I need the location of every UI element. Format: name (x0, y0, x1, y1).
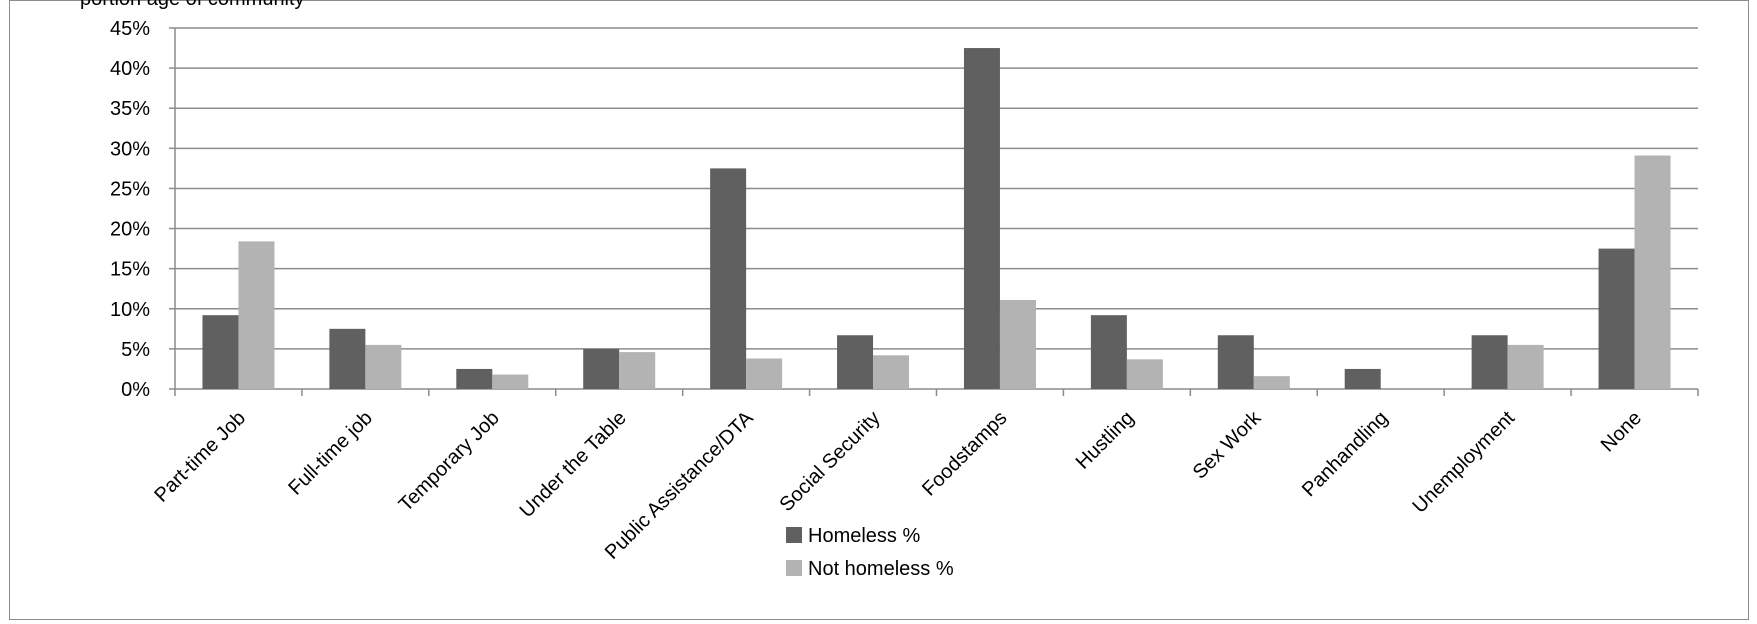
bar-not-homeless (1253, 376, 1290, 389)
bar-not-homeless (619, 352, 656, 389)
x-category-label: Social Security (775, 407, 884, 516)
x-category-label: Panhandling (1298, 407, 1392, 501)
y-tick-label: 10% (110, 299, 150, 321)
bar-not-homeless (365, 344, 402, 389)
bar-homeless (456, 368, 493, 389)
bar-not-homeless (238, 241, 275, 389)
bar-homeless (1217, 335, 1254, 389)
legend-swatch (786, 527, 802, 543)
x-category-label: None (1597, 407, 1646, 456)
y-tick-label: 15% (110, 259, 150, 281)
bar-homeless (710, 168, 747, 389)
bar-homeless (1344, 368, 1381, 389)
x-category-label: Public Assistance/DTA (601, 407, 758, 564)
y-tick-label: 5% (121, 339, 150, 361)
bar-homeless (837, 335, 874, 389)
bar-homeless (1471, 335, 1508, 389)
chart-frame (9, 0, 1749, 620)
bar-not-homeless (492, 374, 529, 389)
y-tick-label: 20% (110, 219, 150, 241)
legend-label: Homeless % (808, 525, 920, 547)
bar-homeless (202, 315, 239, 389)
bar-homeless (329, 328, 366, 389)
bar-not-homeless (1634, 155, 1671, 389)
y-tick-label: 25% (110, 178, 150, 200)
x-category-label: Sex Work (1189, 406, 1266, 483)
bar-not-homeless (999, 299, 1036, 389)
y-tick-label: 45% (110, 18, 150, 40)
chart-title-fragment: portion age of community (80, 0, 305, 11)
x-category-label: Unemployment (1408, 407, 1519, 518)
bar-homeless (1598, 248, 1635, 389)
y-tick-label: 40% (110, 58, 150, 80)
bar-homeless (1090, 315, 1127, 389)
x-category-label: Hustling (1072, 407, 1139, 474)
x-category-label: Under the Table (516, 407, 631, 522)
bar-homeless (583, 348, 620, 389)
bar-not-homeless (873, 355, 910, 389)
bar-not-homeless (1126, 359, 1163, 389)
y-tick-label: 0% (121, 379, 150, 401)
y-tick-label: 35% (110, 98, 150, 120)
bar-not-homeless (1507, 344, 1544, 389)
bar-homeless (963, 48, 1000, 390)
legend-label: Not homeless % (808, 558, 954, 580)
legend-swatch (786, 560, 802, 576)
bar-not-homeless (746, 358, 783, 389)
x-category-label: Part-time Job (150, 407, 250, 507)
x-category-label: Temporary Job (395, 407, 504, 516)
y-tick-label: 30% (110, 138, 150, 160)
x-category-label: Full-time job (284, 407, 377, 500)
x-category-label: Foodstamps (918, 407, 1011, 500)
